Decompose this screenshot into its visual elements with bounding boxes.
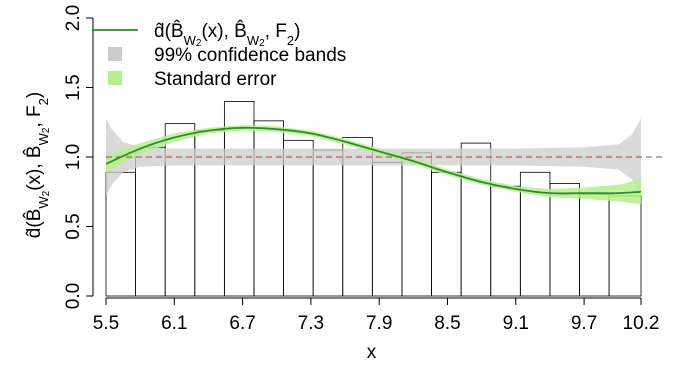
- legend-label-curve-pre: d̂(: [154, 21, 172, 42]
- confidence-bands-layer: [106, 118, 641, 196]
- legend-label-curve-s2n: 2: [259, 38, 265, 49]
- histogram-bar: [579, 194, 610, 297]
- histogram-bar: [401, 152, 432, 297]
- x-tick-label: 6.7: [229, 313, 255, 334]
- y-tick-label: 0.0: [63, 283, 84, 309]
- x-tick-label: 10.2: [623, 313, 660, 334]
- x-axis-title: x: [367, 342, 377, 363]
- y-axis-title-post: , F: [24, 105, 45, 127]
- y-tick-label: 1.0: [63, 144, 84, 170]
- fitted-curve: [105, 126, 642, 195]
- axes-layer: 5.5 6.1 6.7 7.3 7.9 8.5 9.1 9.7 10.2 0.0 0.5 1.0 1.5…: [23, 5, 660, 363]
- histogram-bar: [460, 142, 492, 297]
- y-axis-title: d̂(B̂W2(x), B̂W2, F2): [23, 92, 52, 238]
- y-axis-title-b1: B̂: [23, 209, 45, 222]
- histogram-bar: [135, 146, 166, 297]
- y-axis-title-mid: (x),: [24, 158, 45, 191]
- histogram-bar: [490, 185, 521, 297]
- histogram-bar: [312, 149, 344, 297]
- legend-label-curve-end: ): [294, 21, 300, 42]
- confidence-band: [106, 118, 641, 196]
- histogram-bar: [371, 162, 403, 297]
- y-axis-title-fn: 2: [36, 98, 51, 105]
- legend-label-standard-error: Standard error: [154, 69, 277, 90]
- x-tick-label: 6.1: [161, 313, 187, 334]
- legend-label-curve-b1: B̂: [171, 20, 184, 42]
- histogram-bar: [608, 195, 642, 297]
- legend-label-curve-s1n: 2: [196, 38, 202, 49]
- y-tick-label: 1.5: [63, 74, 84, 100]
- standard-error-layer: [106, 125, 641, 205]
- legend-label-curve-s2: W: [247, 33, 260, 48]
- x-tick-label: 9.1: [503, 313, 529, 334]
- y-axis-title-pre: d̂(: [24, 221, 45, 239]
- x-tick-label: 8.5: [434, 313, 460, 334]
- histogram-bar: [549, 183, 580, 297]
- y-tick-label: 0.5: [63, 213, 84, 239]
- fitted-curve-layer: [105, 126, 642, 195]
- histogram-bar: [431, 171, 462, 297]
- standard-error-band: [106, 125, 641, 205]
- y-axis-title-s1: W: [36, 196, 51, 209]
- x-tick-label: 7.3: [298, 313, 324, 334]
- legend-label-curve-mid: (x),: [201, 21, 234, 42]
- legend-label-curve-post: , F: [265, 21, 287, 42]
- y-tick-label: 2.0: [63, 5, 84, 31]
- legend-label-confidence-bands: 99% confidence bands: [154, 45, 346, 66]
- y-axis-title-s2: W: [36, 132, 51, 145]
- legend-label-curve-fn: 2: [287, 33, 294, 48]
- y-axis-title-s2n: 2: [41, 127, 52, 133]
- legend-swatch-confidence-bands: [108, 47, 122, 61]
- legend-label-curve-s1: W: [184, 33, 197, 48]
- histogram-bar: [253, 120, 284, 297]
- legend: d̂(B̂W2(x), B̂W2, F2)99% confidence band…: [92, 20, 346, 90]
- y-axis-title-s1n: 2: [41, 190, 52, 196]
- y-axis-title-end: ): [24, 92, 45, 98]
- x-tick-label: 5.5: [93, 313, 119, 334]
- x-tick-label: 7.9: [366, 313, 392, 334]
- y-axis-title-b2: B̂: [23, 145, 45, 158]
- x-tick-label: 9.7: [571, 313, 597, 334]
- histogram-bars: [105, 101, 642, 297]
- legend-label-curve-b2: B̂: [234, 20, 247, 42]
- histogram-bar: [105, 171, 136, 297]
- legend-label-curve: d̂(B̂W2(x), B̂W2, F2): [154, 20, 300, 49]
- legend-swatch-standard-error: [108, 71, 122, 85]
